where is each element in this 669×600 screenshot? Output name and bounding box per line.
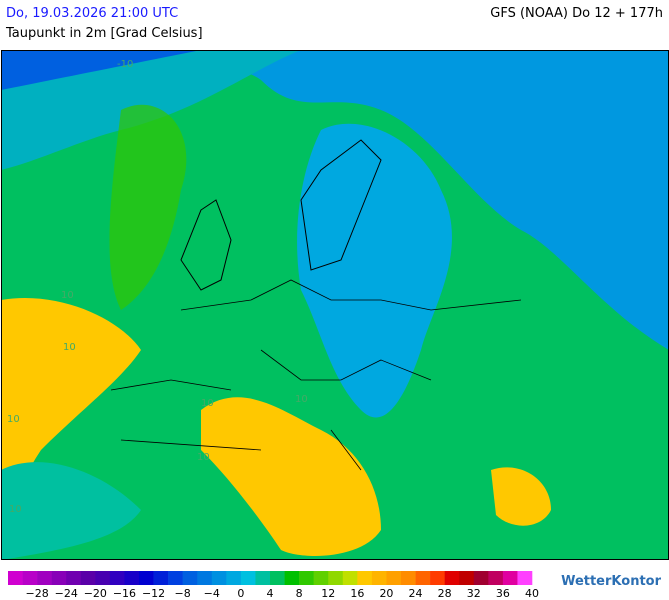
contour-label: 10 xyxy=(61,290,74,301)
contour-label: -10 xyxy=(117,59,133,70)
color-swatch xyxy=(299,571,314,585)
legend-tick-label: 28 xyxy=(438,587,452,600)
color-swatch xyxy=(95,571,111,585)
contour-label: 10 xyxy=(201,398,214,409)
color-swatch xyxy=(80,571,96,585)
legend-tick-label: −28 xyxy=(26,587,49,600)
legend-tick-label: 0 xyxy=(237,587,244,600)
color-swatch xyxy=(459,571,475,585)
legend-tick-label: 24 xyxy=(409,587,423,600)
legend-tick-label: 16 xyxy=(350,587,364,600)
logo: WetterKontor xyxy=(561,574,661,589)
legend-tick-label: −24 xyxy=(55,587,78,600)
legend-tick-label: −12 xyxy=(142,587,165,600)
color-swatch xyxy=(488,571,504,585)
color-swatch xyxy=(473,571,489,585)
model-run: GFS (NOAA) Do 12 + 177h xyxy=(490,6,663,21)
color-swatch xyxy=(182,571,198,585)
color-swatch xyxy=(168,571,183,585)
color-swatch xyxy=(255,571,271,585)
date: Do, 19.03.2026 21:00 UTC xyxy=(6,6,179,21)
color-swatch xyxy=(371,571,387,585)
color-swatch xyxy=(211,571,227,585)
legend-tick-label: 4 xyxy=(267,587,274,600)
color-swatch xyxy=(386,571,402,585)
color-swatch xyxy=(22,571,38,585)
color-swatch xyxy=(37,571,52,585)
color-swatch xyxy=(109,571,125,585)
legend-tick-label: 40 xyxy=(525,587,539,600)
subtitle: Taupunkt in 2m [Grad Celsius] xyxy=(6,26,203,41)
color-legend: −28 −24 −20 −16 −12 −8 −4 0 4 8 12 16 20 24 28 32 36 40 xyxy=(8,571,539,600)
color-swatch xyxy=(502,571,518,585)
color-swatch xyxy=(226,571,242,585)
color-swatch xyxy=(328,571,344,585)
color-swatch xyxy=(284,571,300,585)
color-swatch xyxy=(139,571,154,585)
color-swatch xyxy=(240,571,256,585)
legend-tick-label: −4 xyxy=(204,587,220,600)
color-swatch xyxy=(342,571,358,585)
color-swatch xyxy=(517,571,533,585)
contour-label: 10 xyxy=(63,342,76,353)
color-swatch xyxy=(313,571,329,585)
color-swatch xyxy=(357,571,373,585)
color-swatch xyxy=(415,571,431,585)
color-swatch xyxy=(66,571,82,585)
color-swatch xyxy=(197,571,213,585)
color-swatch xyxy=(124,571,140,585)
color-swatch xyxy=(153,571,169,585)
map: -10 10 10 10 10 10 10 10 xyxy=(1,50,669,560)
contour-label: 10 xyxy=(7,414,20,425)
color-swatch xyxy=(444,571,460,585)
legend-tick-label: 32 xyxy=(467,587,481,600)
color-swatch xyxy=(270,571,285,585)
color-swatch xyxy=(8,571,23,585)
color-swatch xyxy=(430,571,445,585)
contour-label: 10 xyxy=(197,452,210,463)
legend-tick-label: −8 xyxy=(175,587,191,600)
color-swatch xyxy=(51,571,67,585)
contour-label: 10 xyxy=(295,394,308,405)
legend-tick-label: 20 xyxy=(379,587,393,600)
legend-tick-label: 36 xyxy=(496,587,510,600)
legend-tick-label: −16 xyxy=(113,587,136,600)
legend-tick-label: −20 xyxy=(84,587,107,600)
contour-label: 10 xyxy=(9,504,22,515)
legend-tick-label: 12 xyxy=(321,587,335,600)
legend-tick-label: 8 xyxy=(296,587,303,600)
color-swatch xyxy=(401,571,416,585)
